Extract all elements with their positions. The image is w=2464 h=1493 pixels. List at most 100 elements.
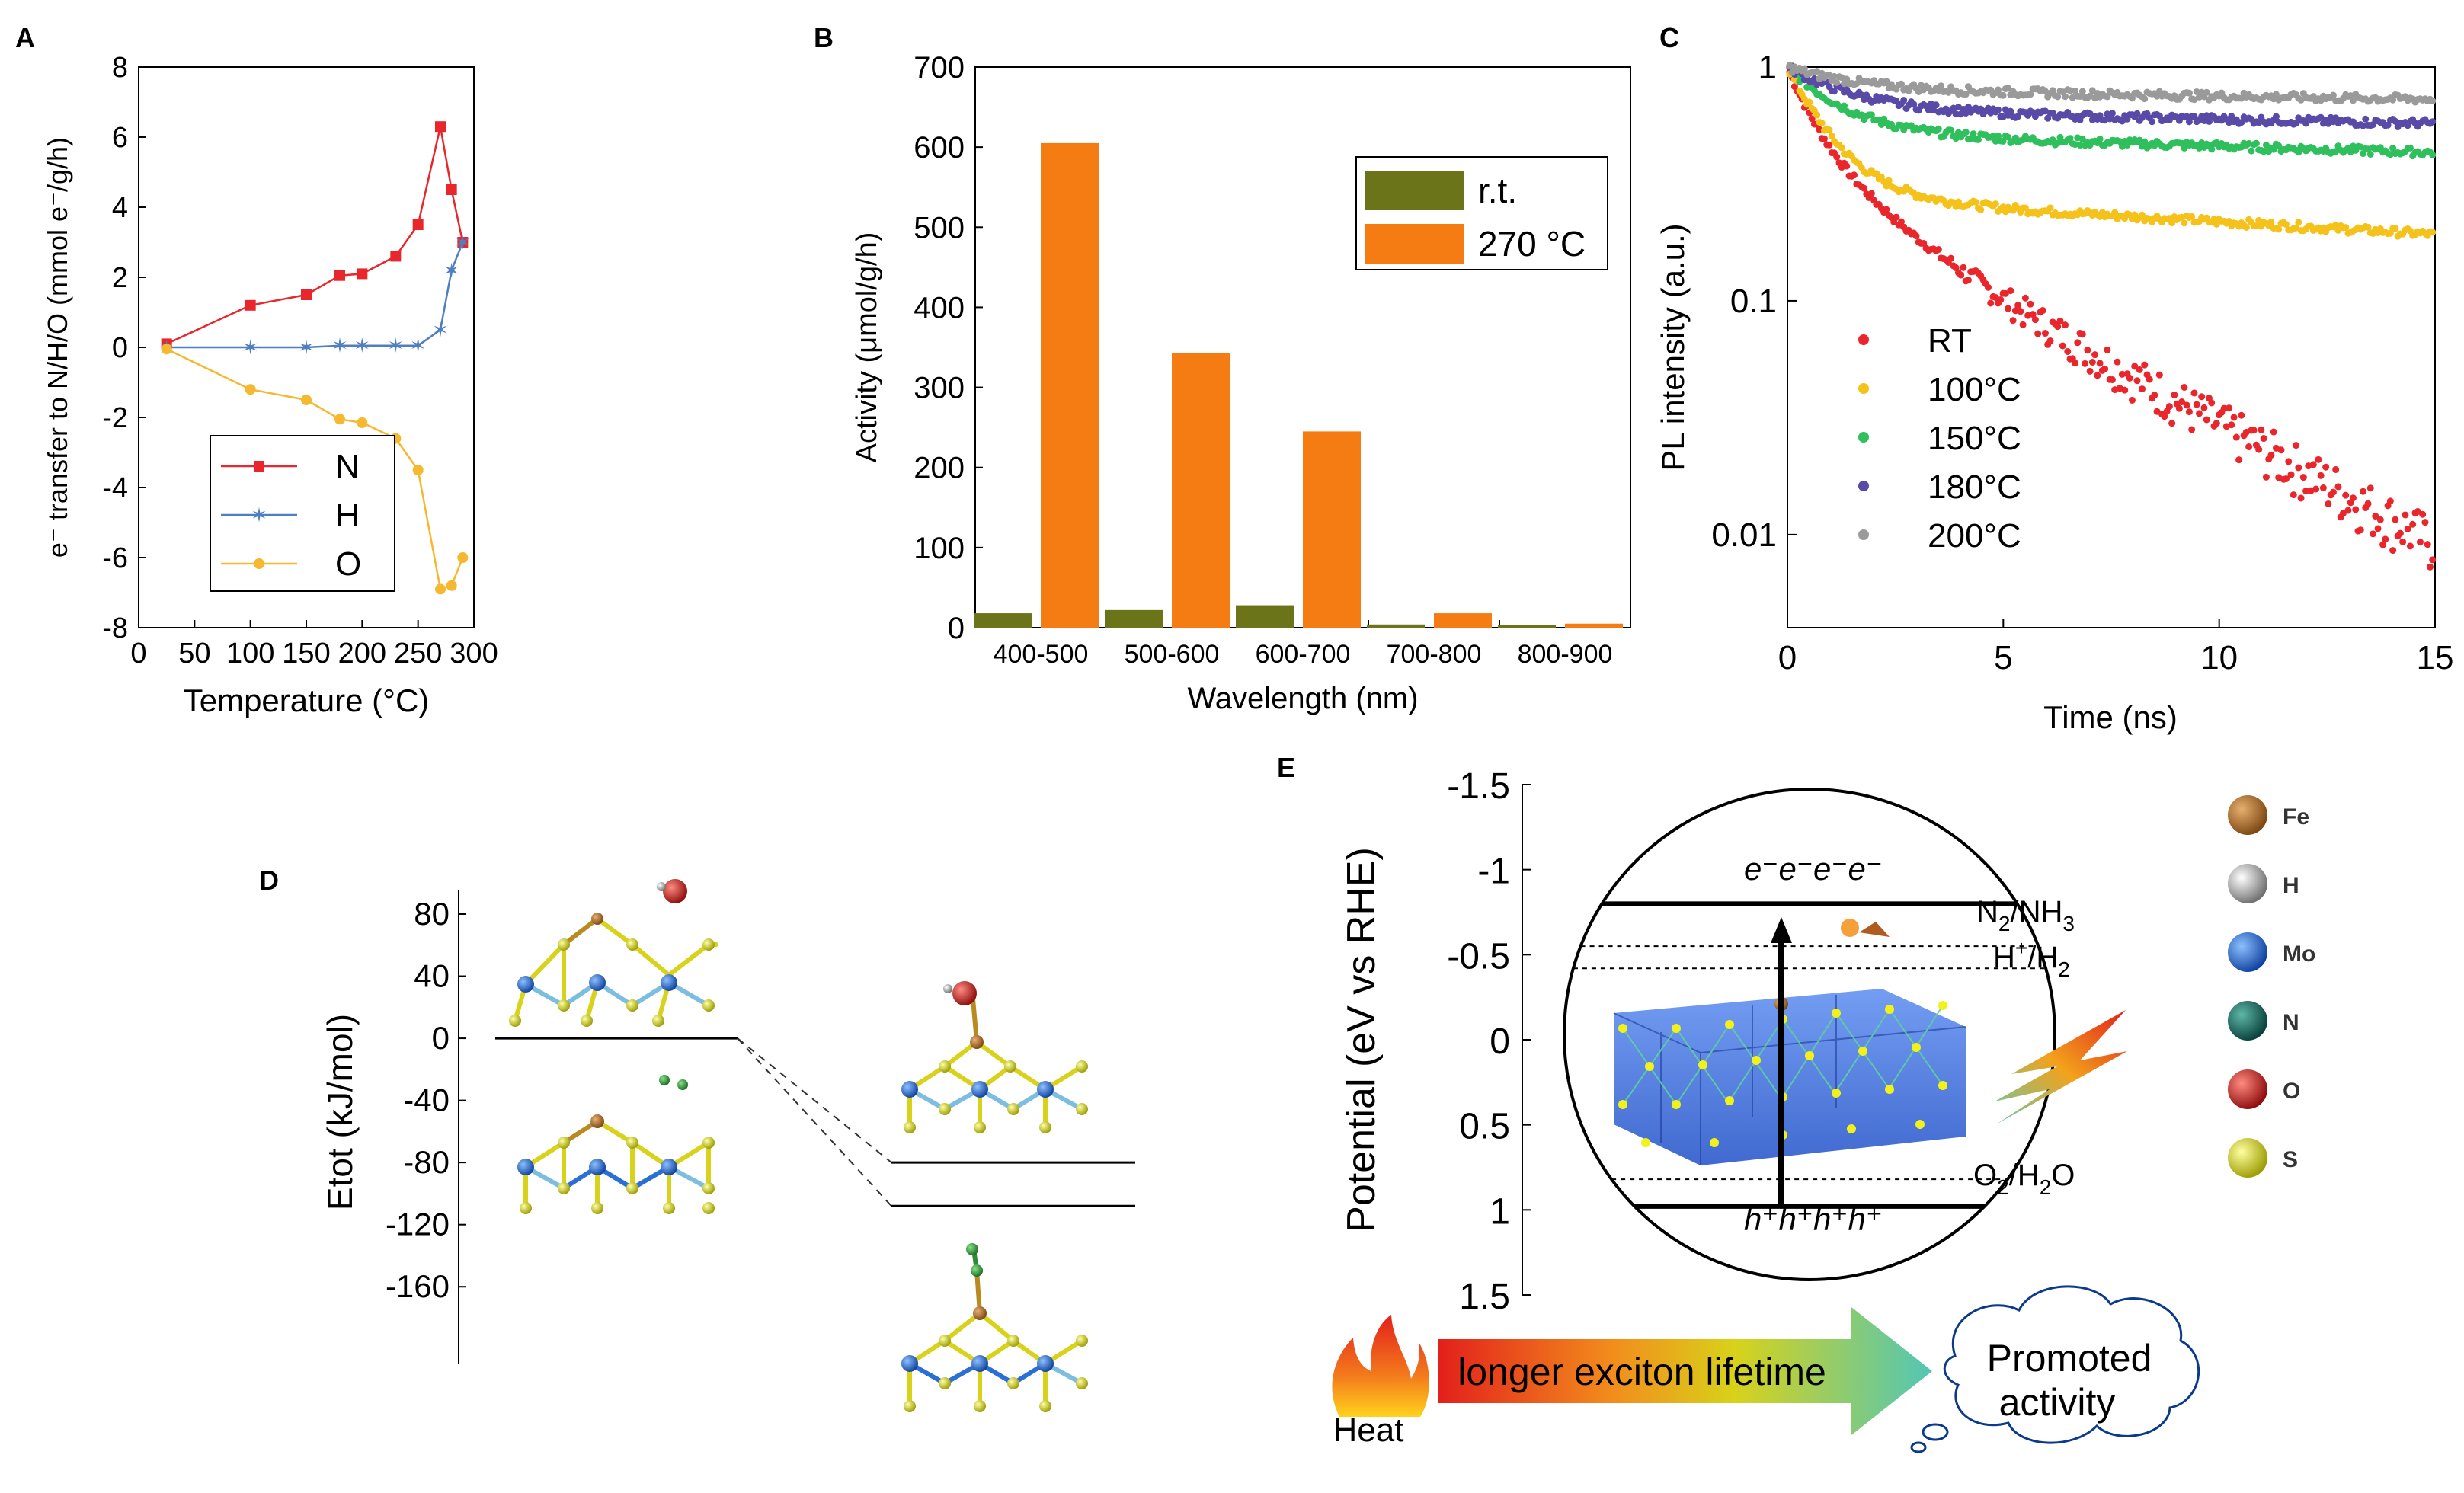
c-point-rt	[2424, 541, 2431, 548]
c-point-150c	[1962, 129, 1970, 136]
c-point-rt	[2161, 413, 2168, 420]
b-legend-swatch	[1365, 224, 1464, 264]
panel-c: C 0 5 10 15 1 0.1 0.01 Time (ns) PL intensity …	[1655, 22, 2453, 735]
d-ytick-label: 40	[414, 958, 450, 994]
panel-a-legend: N ✶ HO	[210, 435, 395, 592]
panel-c-axes: 0 5 10 15 1 0.1 0.01	[1711, 49, 2453, 676]
structure-d-initial-top	[509, 879, 718, 1027]
e-ytick-label: 0.5	[1459, 1107, 1510, 1147]
panel-d-ylabel: Etot (kJ/mol)	[320, 1014, 360, 1210]
c-point-200c	[1833, 78, 1841, 86]
electrons-label: e⁻e⁻e⁻e⁻	[1744, 851, 1883, 887]
c-point-rt	[2082, 360, 2089, 367]
c-xtick-label: 10	[2200, 639, 2238, 676]
adsorbed-molecule	[1841, 919, 1859, 937]
c-point-180c	[1952, 110, 1960, 118]
c-point-rt	[2364, 500, 2372, 507]
c-point-200c	[2141, 95, 2149, 103]
c-point-100c	[2392, 225, 2399, 232]
c-point-200c	[1883, 78, 1890, 85]
c-point-100c	[1885, 177, 1893, 184]
a-point-h: ✶	[443, 259, 460, 282]
atom-s-label: S	[2283, 1147, 2298, 1172]
c-point-rt	[2039, 307, 2046, 315]
panel-b-xlabel: Wavelength (nm)	[1187, 682, 1418, 715]
atom-h-label: H	[2283, 873, 2299, 898]
c-point-150c	[2260, 148, 2267, 155]
c-point-rt	[2287, 471, 2295, 478]
c-point-rt	[2088, 358, 2096, 366]
holes-label: h⁺h⁺h⁺h⁺	[1744, 1201, 1883, 1237]
a-point-o	[412, 465, 424, 475]
c-point-rt	[2190, 389, 2198, 397]
c-point-200c	[2349, 97, 2357, 104]
c-point-rt	[2031, 316, 2039, 324]
c-point-rt	[1833, 153, 1841, 161]
c-point-rt	[2299, 474, 2307, 481]
c-point-rt	[2389, 547, 2397, 555]
c-point-rt	[2054, 323, 2062, 331]
c-point-rt	[2302, 488, 2310, 495]
c-point-150c	[2078, 136, 2086, 143]
a-xtick-label: 100	[226, 638, 274, 670]
c-point-rt	[2419, 510, 2427, 518]
b-ytick-label: 100	[914, 532, 965, 565]
c-point-100c	[1828, 132, 1835, 139]
a-point-h: ✶	[242, 336, 259, 359]
c-point-rt	[1964, 277, 1972, 284]
c-point-rt	[2178, 398, 2186, 406]
c-point-rt	[2126, 374, 2133, 382]
panel-a-legend-box	[210, 435, 395, 592]
c-legend-marker	[1858, 383, 1869, 394]
c-point-rt	[2203, 416, 2210, 424]
c-point-rt	[2133, 377, 2141, 385]
a-ytick-label: 6	[112, 122, 128, 154]
c-point-100c	[2429, 229, 2437, 236]
c-point-100c	[2295, 219, 2302, 226]
c-point-rt	[2285, 458, 2293, 465]
c-point-200c	[1962, 91, 1970, 98]
c-point-180c	[2360, 122, 2367, 129]
c-point-100c	[2275, 225, 2283, 233]
c-point-150c	[1934, 125, 1942, 133]
cloud-bubble-1	[1922, 1423, 1949, 1441]
c-ytick-label: 0.01	[1711, 516, 1777, 554]
e-ytick-label: -1	[1477, 852, 1510, 892]
c-point-200c	[2066, 87, 2074, 94]
c-point-rt	[2029, 311, 2037, 318]
c-point-rt	[2315, 456, 2322, 463]
panel-d-axes: 80 40 0 -40 -80 -120 -160	[386, 896, 466, 1304]
panel-b: B 0 100 200 300 400 500 600 700 400-500 500-600 60…	[814, 22, 1631, 715]
c-point-180c	[2185, 118, 2193, 126]
c-point-180c	[1995, 106, 2002, 113]
c-point-rt	[2334, 483, 2342, 491]
a-ytick-label: -2	[102, 402, 128, 434]
a-point-n	[245, 299, 256, 311]
c-point-100c	[2252, 222, 2260, 230]
c-point-rt	[2255, 446, 2263, 453]
d-connector-2	[737, 1037, 892, 1207]
panel-b-legend: r.t. 270 °C	[1355, 156, 1608, 270]
c-point-rt	[2402, 511, 2409, 519]
a-ytick-label: -6	[102, 542, 128, 574]
c-point-200c	[2272, 91, 2280, 98]
c-point-200c	[2049, 87, 2056, 94]
band-diagram-inset: e⁻e⁻e⁻e⁻ h⁺h⁺h⁺h⁺	[1563, 788, 2056, 1281]
c-point-180c	[2429, 118, 2437, 126]
a-point-n	[435, 121, 446, 133]
a-point-n	[390, 251, 402, 262]
a-series-line-n	[166, 126, 464, 345]
c-point-150c	[2208, 145, 2216, 153]
a-point-n	[357, 268, 368, 280]
c-point-rt	[2213, 420, 2220, 427]
d-ytick-label: -160	[386, 1268, 450, 1304]
a-series-line-o	[166, 348, 464, 591]
panel-c-legend: RT 100°C 150°C 180°C 200°C	[1858, 322, 2021, 555]
c-point-rt	[2270, 428, 2277, 436]
c-point-200c	[2193, 88, 2200, 95]
panel-d: D 80 40 0 -40 -80 -120 -160 Etot (kJ/mol)	[259, 865, 1135, 1412]
c-point-100c	[1806, 98, 1813, 106]
c-point-rt	[2379, 541, 2387, 548]
